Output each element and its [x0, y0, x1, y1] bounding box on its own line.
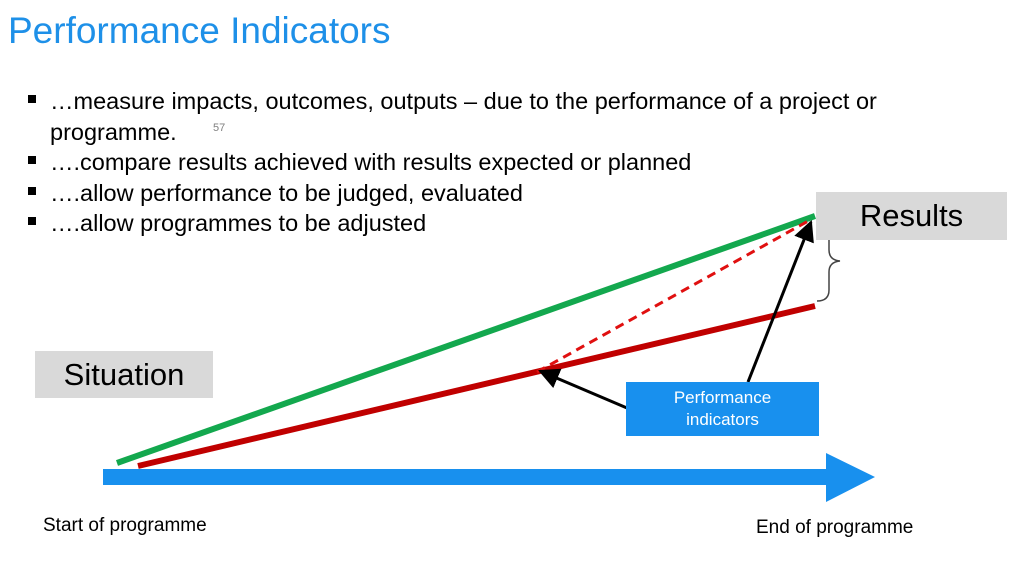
bullet-square-icon	[28, 156, 36, 164]
bullet-square-icon	[28, 186, 36, 195]
bullet-item: ….allow performance to be judged, evalua…	[24, 178, 984, 209]
performance-indicators-box: Performance indicators	[626, 382, 819, 436]
bullet-square-icon	[28, 217, 36, 225]
bullet-text: ….allow performance to be judged, evalua…	[50, 179, 523, 206]
bullet-text: ….compare results achieved with results …	[50, 149, 692, 175]
start-of-programme-label: Start of programme	[43, 515, 207, 536]
bullet-square-icon	[28, 95, 36, 103]
bullet-item: …measure impacts, outcomes, outputs – du…	[24, 86, 984, 147]
results-box: Results	[816, 192, 1007, 240]
indicators-label-line1: Performance	[673, 388, 772, 407]
page-number: 57	[213, 122, 226, 134]
actual-results-line	[137, 303, 816, 469]
bullet-list: …measure impacts, outcomes, outputs – du…	[24, 86, 984, 239]
end-of-programme-label: End of programme	[756, 517, 914, 538]
planned-results-line	[115, 213, 817, 466]
indicators-label-line2: indicators	[686, 410, 759, 429]
bullet-item: ….compare results achieved with results …	[24, 147, 984, 178]
timeline-arrow	[103, 453, 875, 502]
bullet-item: ….allow programmes to be adjusted	[24, 208, 984, 239]
bullet-text: …measure impacts, outcomes, outputs – du…	[50, 88, 877, 145]
situation-box: Situation	[35, 351, 213, 398]
indicator-arrow-end	[746, 220, 814, 383]
results-label: Results	[859, 198, 964, 233]
situation-label: Situation	[63, 356, 185, 392]
indicator-arrow-midpoint	[538, 368, 628, 410]
bullet-text: ….allow programmes to be adjusted	[50, 210, 427, 236]
projected-results-line	[536, 218, 811, 374]
slide-title: Performance Indicators	[8, 10, 391, 51]
